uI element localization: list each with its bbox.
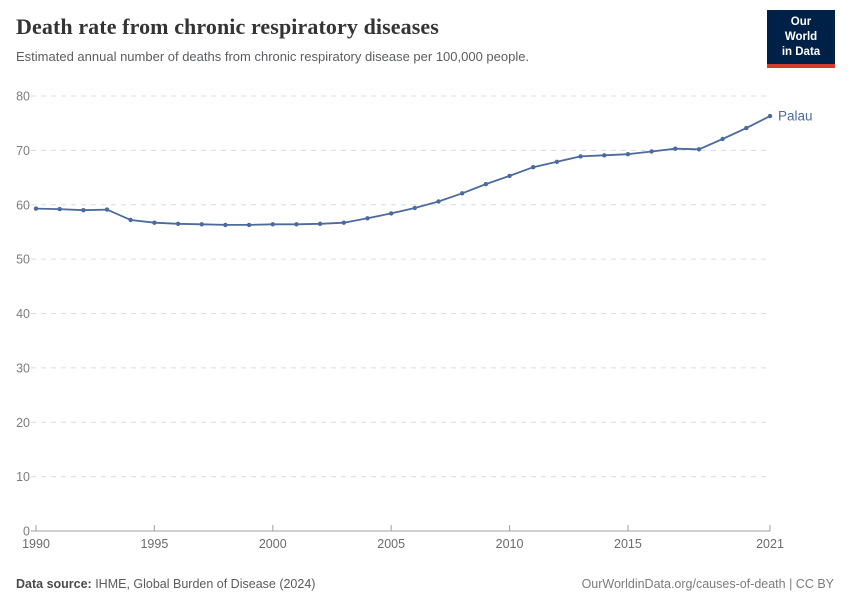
y-tick-label: 70 (16, 144, 30, 158)
series-end-label[interactable]: Palau (778, 109, 813, 124)
y-tick-label: 20 (16, 416, 30, 430)
data-point[interactable] (531, 165, 536, 170)
owid-url-license[interactable]: OurWorldinData.org/causes-of-death | CC … (581, 577, 834, 591)
data-point[interactable] (744, 125, 749, 131)
data-point[interactable] (625, 152, 631, 157)
data-point[interactable] (317, 221, 323, 226)
page-title: Death rate from chronic respiratory dise… (16, 14, 439, 39)
x-tick-label: 1990 (22, 537, 50, 551)
data-point[interactable] (507, 173, 512, 179)
data-source-text: IHME, Global Burden of Disease (2024) (91, 577, 316, 591)
series-line[interactable] (35, 115, 771, 226)
data-point[interactable] (270, 222, 275, 227)
data-point[interactable] (602, 153, 607, 158)
y-tick-label: 0 (23, 525, 30, 539)
x-tick-label: 1995 (140, 537, 168, 551)
data-point[interactable] (81, 208, 86, 213)
y-tick-label: 40 (16, 307, 30, 321)
logo-line1: Our World (784, 16, 818, 43)
data-point[interactable] (696, 147, 702, 152)
x-tick-label: 2000 (259, 537, 287, 551)
data-point[interactable] (128, 217, 133, 223)
data-point[interactable] (412, 205, 417, 211)
chart-footer: Data source: IHME, Global Burden of Dise… (16, 577, 834, 591)
data-point[interactable] (199, 222, 204, 227)
chart-header: Death rate from chronic respiratory dise… (16, 14, 750, 64)
y-tick-label: 30 (16, 361, 30, 375)
data-point[interactable] (294, 222, 299, 227)
data-point[interactable] (152, 220, 157, 225)
data-source: Data source: IHME, Global Burden of Dise… (16, 577, 315, 591)
data-point[interactable] (767, 113, 773, 119)
data-point[interactable] (341, 220, 346, 225)
data-point[interactable] (554, 159, 560, 164)
data-point[interactable] (460, 191, 465, 196)
data-point[interactable] (436, 199, 441, 204)
chart-subtitle: Estimated annual number of deaths from c… (16, 49, 530, 64)
data-point[interactable] (483, 181, 489, 187)
data-point[interactable] (720, 136, 725, 142)
data-point[interactable] (365, 216, 370, 221)
x-tick-label: 2010 (496, 537, 524, 551)
x-tick-label: 2005 (377, 537, 405, 551)
line-chart: 0 10 20 30 40 50 60 70 80 1990 1995 2000 2005 2010 201… (16, 90, 813, 552)
y-tick-label: 50 (16, 253, 30, 267)
logo-line2: in Data (781, 45, 821, 58)
x-tick-label: 2021 (756, 537, 784, 551)
data-point[interactable] (223, 222, 228, 228)
data-point[interactable] (57, 206, 62, 212)
y-tick-label: 10 (16, 470, 30, 484)
data-source-label: Data source: (16, 577, 92, 591)
chart-area: 0 10 20 30 40 50 60 70 80 1990 1995 2000 2005 2010 201… (0, 80, 850, 560)
data-point[interactable] (578, 154, 583, 159)
data-point[interactable] (246, 222, 252, 228)
data-point[interactable] (33, 206, 39, 211)
data-point[interactable] (673, 146, 678, 151)
data-point[interactable] (389, 211, 394, 216)
data-point[interactable] (104, 207, 110, 212)
x-tick-label: 2015 (614, 537, 642, 551)
data-point[interactable] (175, 221, 181, 226)
owid-logo[interactable]: Our World in Data (767, 10, 835, 68)
data-point[interactable] (649, 149, 654, 154)
y-tick-label: 80 (16, 90, 30, 104)
y-tick-label: 60 (16, 198, 30, 212)
